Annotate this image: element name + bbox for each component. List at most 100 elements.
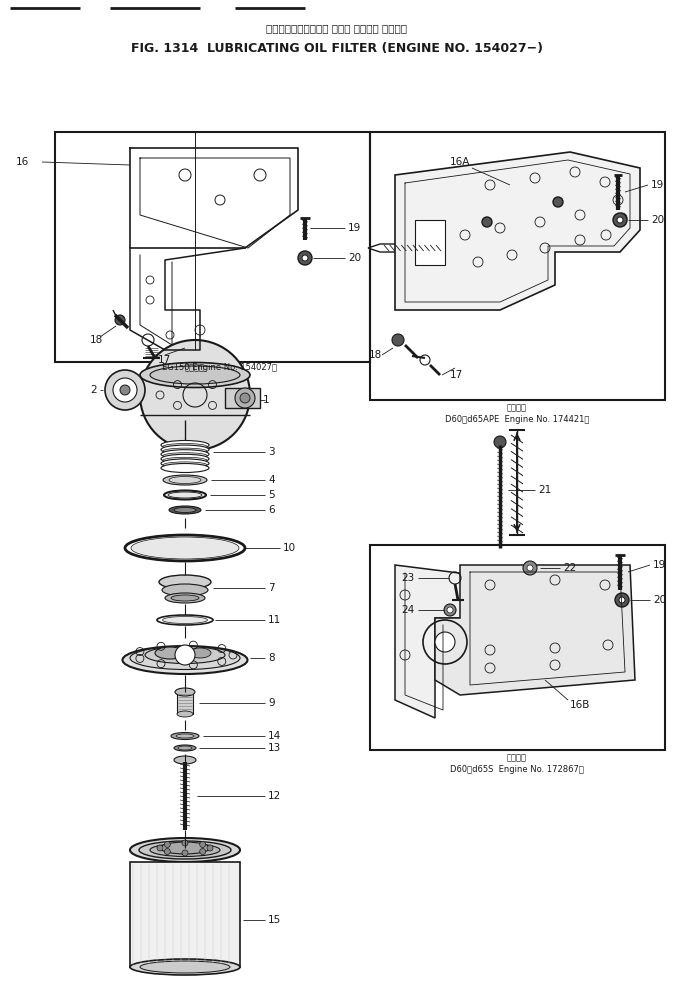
Bar — [130, 862, 240, 967]
Ellipse shape — [139, 841, 231, 859]
Ellipse shape — [130, 959, 240, 975]
Ellipse shape — [174, 745, 196, 751]
Ellipse shape — [140, 362, 250, 387]
Text: 1: 1 — [263, 395, 269, 405]
Text: 9: 9 — [268, 698, 275, 708]
Text: 適用号機: 適用号機 — [507, 403, 527, 412]
Text: 19: 19 — [348, 223, 361, 233]
Text: 2: 2 — [90, 385, 97, 395]
Text: 5: 5 — [268, 490, 275, 500]
Circle shape — [523, 561, 537, 575]
Ellipse shape — [157, 615, 213, 625]
Ellipse shape — [174, 756, 196, 764]
Ellipse shape — [161, 463, 209, 472]
Text: 23: 23 — [402, 573, 415, 583]
Circle shape — [115, 315, 125, 325]
Text: 4: 4 — [268, 475, 275, 485]
Text: 20: 20 — [653, 595, 666, 605]
Text: ルーブリケーティング オイル フィルタ 適用号機: ルーブリケーティング オイル フィルタ 適用号機 — [267, 23, 408, 33]
Text: D60・d65APE  Engine No. 174421～: D60・d65APE Engine No. 174421～ — [445, 415, 589, 424]
Circle shape — [140, 340, 250, 450]
Bar — [370, 132, 665, 400]
Ellipse shape — [161, 445, 209, 454]
Circle shape — [615, 593, 629, 607]
Ellipse shape — [150, 366, 240, 384]
Ellipse shape — [169, 476, 201, 483]
Circle shape — [613, 213, 627, 227]
Circle shape — [120, 385, 130, 395]
Circle shape — [527, 565, 533, 571]
Circle shape — [175, 645, 195, 665]
Ellipse shape — [163, 617, 207, 624]
Bar — [225, 388, 260, 408]
Circle shape — [302, 255, 308, 261]
Ellipse shape — [150, 843, 220, 856]
Ellipse shape — [161, 459, 209, 468]
Ellipse shape — [125, 535, 245, 561]
Circle shape — [494, 436, 506, 448]
Text: 16B: 16B — [570, 700, 591, 710]
Ellipse shape — [161, 440, 209, 449]
Ellipse shape — [171, 595, 199, 601]
Circle shape — [164, 841, 170, 847]
Ellipse shape — [168, 492, 202, 498]
Text: 24: 24 — [402, 605, 415, 615]
Text: 19: 19 — [651, 180, 664, 190]
Circle shape — [444, 604, 456, 616]
Circle shape — [619, 597, 625, 603]
Ellipse shape — [171, 733, 199, 740]
Text: 適用号機: 適用号機 — [507, 753, 527, 762]
Bar — [55, 132, 370, 362]
Ellipse shape — [163, 443, 207, 449]
Text: 10: 10 — [283, 543, 296, 553]
Text: 6: 6 — [268, 505, 275, 515]
Ellipse shape — [161, 450, 209, 459]
Circle shape — [164, 848, 170, 854]
Ellipse shape — [169, 506, 201, 514]
Text: 17: 17 — [158, 355, 171, 365]
Text: 19: 19 — [653, 560, 666, 570]
Ellipse shape — [176, 734, 194, 738]
Ellipse shape — [163, 462, 207, 468]
Bar — [370, 545, 665, 750]
Ellipse shape — [163, 448, 207, 454]
Ellipse shape — [164, 490, 206, 500]
Ellipse shape — [163, 475, 207, 485]
Text: 14: 14 — [268, 731, 281, 741]
Circle shape — [617, 217, 623, 223]
Ellipse shape — [145, 647, 225, 664]
Ellipse shape — [174, 508, 196, 513]
Ellipse shape — [122, 646, 248, 674]
Polygon shape — [395, 565, 475, 718]
Ellipse shape — [178, 746, 192, 750]
Text: 適用号機: 適用号機 — [185, 363, 205, 372]
Circle shape — [447, 607, 453, 613]
Ellipse shape — [165, 593, 205, 603]
Circle shape — [553, 197, 563, 207]
Ellipse shape — [140, 961, 230, 973]
Polygon shape — [415, 220, 445, 265]
Bar — [177, 692, 193, 714]
Ellipse shape — [131, 537, 239, 559]
Ellipse shape — [159, 575, 211, 589]
Circle shape — [207, 845, 213, 851]
Ellipse shape — [135, 538, 235, 558]
Circle shape — [200, 848, 206, 854]
Circle shape — [298, 251, 312, 265]
Ellipse shape — [160, 842, 210, 854]
Text: 16A: 16A — [450, 157, 470, 167]
Text: 18: 18 — [369, 350, 382, 360]
Circle shape — [235, 388, 255, 408]
Ellipse shape — [155, 647, 185, 659]
Text: 15: 15 — [268, 915, 281, 925]
Circle shape — [392, 334, 404, 346]
Text: 18: 18 — [90, 335, 103, 345]
Text: 12: 12 — [268, 791, 281, 801]
Text: FIG. 1314  LUBRICATING OIL FILTER (ENGINE NO. 154027−): FIG. 1314 LUBRICATING OIL FILTER (ENGINE… — [131, 42, 543, 55]
Circle shape — [482, 217, 492, 227]
Ellipse shape — [130, 647, 240, 670]
Text: 20: 20 — [348, 253, 361, 263]
Text: 16: 16 — [16, 157, 29, 167]
Text: 7: 7 — [268, 583, 275, 593]
Ellipse shape — [163, 453, 207, 459]
